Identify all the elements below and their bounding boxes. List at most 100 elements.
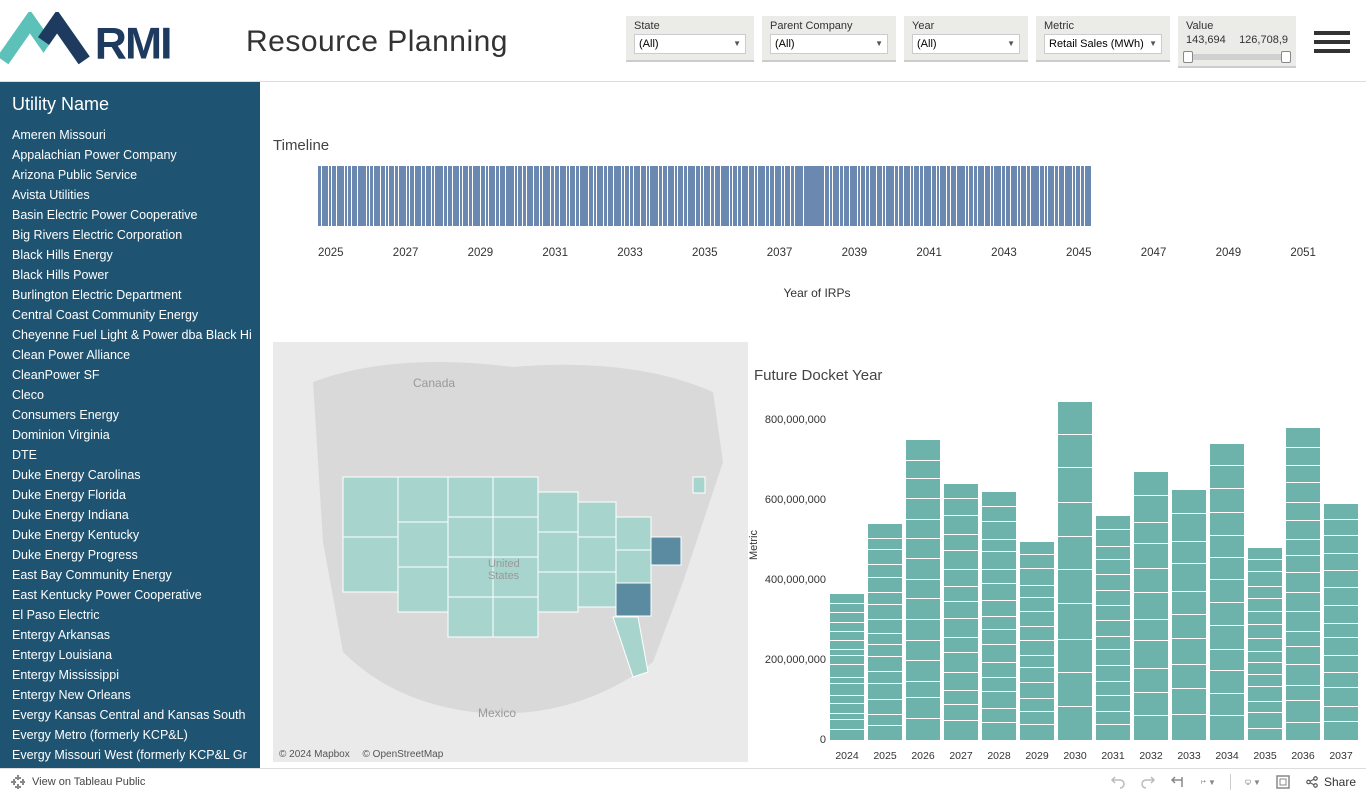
timeline-bar[interactable] xyxy=(899,166,903,226)
timeline-bar[interactable] xyxy=(1031,166,1039,226)
map-attrib-mapbox[interactable]: © 2024 Mapbox xyxy=(279,749,350,760)
timeline-bar[interactable] xyxy=(570,166,575,226)
timeline-bar[interactable] xyxy=(597,166,603,226)
barchart-bar[interactable] xyxy=(1248,548,1282,740)
utility-list-item[interactable]: Big Rivers Electric Corporation xyxy=(12,225,260,245)
timeline-bar[interactable] xyxy=(496,166,499,226)
slider-handle-min[interactable] xyxy=(1183,51,1193,63)
presentation-button[interactable]: ▼ xyxy=(1245,774,1261,790)
timeline-bar[interactable] xyxy=(974,166,977,226)
barchart-bar[interactable] xyxy=(906,440,940,740)
timeline-bar[interactable] xyxy=(795,166,803,226)
map-attrib-osm[interactable]: © OpenStreetMap xyxy=(363,749,444,760)
timeline-bar[interactable] xyxy=(1040,166,1044,226)
timeline-bar[interactable] xyxy=(486,166,488,226)
timeline-bar[interactable] xyxy=(622,166,624,226)
timeline-bar[interactable] xyxy=(775,166,781,226)
timeline-bar[interactable] xyxy=(749,166,754,226)
filter-metric-select[interactable]: Retail Sales (MWh) ▼ xyxy=(1044,34,1162,54)
timeline-bar[interactable] xyxy=(659,166,662,226)
timeline-bar[interactable] xyxy=(515,166,517,226)
timeline-bar[interactable] xyxy=(329,166,331,226)
timeline-bar[interactable] xyxy=(1048,166,1054,226)
timeline-bar[interactable] xyxy=(506,166,514,226)
timeline-bar[interactable] xyxy=(730,166,732,226)
utility-list-item[interactable]: DTE xyxy=(12,445,260,465)
hamburger-menu-button[interactable] xyxy=(1314,26,1350,58)
timeline-bar[interactable] xyxy=(738,166,741,226)
timeline-bar[interactable] xyxy=(804,166,824,226)
timeline-bar[interactable] xyxy=(766,166,769,226)
timeline-bar[interactable] xyxy=(473,166,480,226)
utility-list-item[interactable]: Evergy Metro (formerly KCP&L) xyxy=(12,725,260,745)
timeline-bar[interactable] xyxy=(932,166,936,226)
timeline-bar[interactable] xyxy=(1011,166,1017,226)
utility-list-item[interactable]: Evergy Kansas Central and Kansas South xyxy=(12,705,260,725)
timeline-bar[interactable] xyxy=(715,166,720,226)
timeline-bar[interactable] xyxy=(704,166,710,226)
map[interactable]: Canada United States Mexico © 2024 Mapbo… xyxy=(273,342,748,762)
timeline-bar[interactable] xyxy=(770,166,774,226)
utility-list-item[interactable]: Entergy Louisiana xyxy=(12,645,260,665)
timeline-bar[interactable] xyxy=(594,166,596,226)
timeline-bar[interactable] xyxy=(733,166,737,226)
timeline-bar[interactable] xyxy=(1065,166,1072,226)
timeline-bar[interactable] xyxy=(551,166,554,226)
timeline-bar[interactable] xyxy=(630,166,633,226)
timeline-bar[interactable] xyxy=(966,166,968,226)
utility-list-item[interactable]: Avista Utilities xyxy=(12,185,260,205)
timeline-bar[interactable] xyxy=(381,166,385,226)
timeline-bar[interactable] xyxy=(374,166,380,226)
barchart-bar[interactable] xyxy=(1210,444,1244,740)
timeline-bar[interactable] xyxy=(540,166,542,226)
timeline-bar[interactable] xyxy=(833,166,839,226)
timeline-bar[interactable] xyxy=(688,166,695,226)
timeline-bar[interactable] xyxy=(721,166,729,226)
timeline-bar[interactable] xyxy=(904,166,910,226)
timeline-bar[interactable] xyxy=(604,166,607,226)
timeline-bar[interactable] xyxy=(348,166,351,226)
timeline-bar[interactable] xyxy=(614,166,621,226)
timeline-bar[interactable] xyxy=(858,166,860,226)
timeline-bar[interactable] xyxy=(358,166,366,226)
timeline-bar[interactable] xyxy=(1081,166,1084,226)
timeline-bar[interactable] xyxy=(1002,166,1005,226)
utility-list-item[interactable]: Cleco xyxy=(12,385,260,405)
utility-list-item[interactable]: Consumers Energy xyxy=(12,405,260,425)
timeline-chart[interactable] xyxy=(318,166,1316,226)
timeline-bar[interactable] xyxy=(684,166,687,226)
replay-button[interactable]: ▼ xyxy=(1200,774,1216,790)
utility-list-item[interactable]: East Kentucky Power Cooperative xyxy=(12,585,260,605)
timeline-bar[interactable] xyxy=(448,166,452,226)
timeline-bar[interactable] xyxy=(1055,166,1058,226)
utility-list-item[interactable]: Appalachian Power Company xyxy=(12,145,260,165)
timeline-bar[interactable] xyxy=(969,166,973,226)
timeline-bar[interactable] xyxy=(500,166,505,226)
barchart-bar[interactable] xyxy=(1286,428,1320,740)
timeline-bar[interactable] xyxy=(985,166,990,226)
timeline-bar[interactable] xyxy=(1021,166,1026,226)
utility-list-item[interactable]: Burlington Electric Department xyxy=(12,285,260,305)
utility-list-item[interactable]: Duke Energy Carolinas xyxy=(12,465,260,485)
utility-list-item[interactable]: Entergy Arkansas xyxy=(12,625,260,645)
timeline-bar[interactable] xyxy=(755,166,757,226)
timeline-bar[interactable] xyxy=(668,166,674,226)
timeline-bar[interactable] xyxy=(518,166,522,226)
tableau-public-link[interactable]: View on Tableau Public xyxy=(10,774,145,790)
barchart-bar[interactable] xyxy=(1134,472,1168,740)
timeline-bar[interactable] xyxy=(395,166,398,226)
timeline-bar[interactable] xyxy=(481,166,485,226)
utility-list-item[interactable]: Black Hills Power xyxy=(12,265,260,285)
timeline-bar[interactable] xyxy=(791,166,794,226)
timeline-bar[interactable] xyxy=(696,166,700,226)
undo-button[interactable] xyxy=(1110,774,1126,790)
timeline-bar[interactable] xyxy=(1045,166,1047,226)
timeline-bar[interactable] xyxy=(991,166,993,226)
timeline-bar[interactable] xyxy=(1027,166,1030,226)
timeline-bar[interactable] xyxy=(877,166,882,226)
timeline-bar[interactable] xyxy=(701,166,703,226)
timeline-bar[interactable] xyxy=(367,166,369,226)
download-button[interactable] xyxy=(1275,774,1291,790)
filter-parent-select[interactable]: (All) ▼ xyxy=(770,34,888,54)
timeline-bar[interactable] xyxy=(625,166,629,226)
